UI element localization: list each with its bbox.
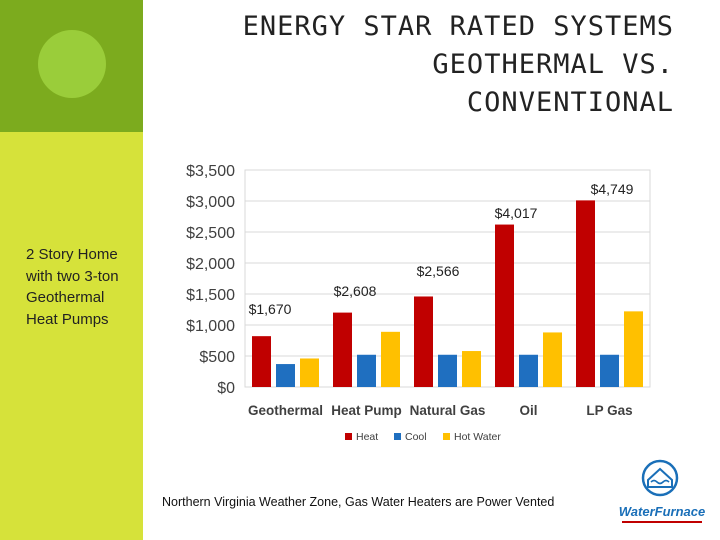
total-cost-label: $1,670	[249, 301, 292, 317]
y-tick-label: $0	[217, 380, 235, 397]
decorative-circle	[38, 30, 106, 98]
side-note: 2 Story Home with two 3-ton Geothermal H…	[26, 246, 119, 328]
bar-cool	[600, 354, 619, 387]
slide-title: ENERGY STAR RATED SYSTEMS GEOTHERMAL VS.…	[154, 8, 674, 122]
y-tick-label: $2,000	[186, 256, 235, 273]
bar-heat	[414, 296, 433, 387]
x-category-label: Natural Gas	[410, 403, 486, 418]
total-cost-label: $4,017	[495, 205, 538, 221]
legend-label: Cool	[405, 431, 427, 443]
bar-heat	[576, 200, 595, 387]
bar-cool	[438, 354, 457, 387]
bar-cool	[357, 354, 376, 387]
legend-swatch	[345, 433, 352, 440]
y-tick-label: $2,500	[186, 225, 235, 242]
logo-text: WaterFurnace	[619, 504, 705, 519]
title-line-1: ENERGY STAR RATED SYSTEMS	[242, 11, 674, 42]
bar-hot-water	[381, 331, 400, 387]
total-cost-label: $2,608	[334, 283, 377, 299]
legend-swatch	[394, 433, 401, 440]
waterfurnace-logo: WaterFurnace	[619, 459, 705, 523]
y-tick-label: $1,500	[186, 287, 235, 304]
bar-hot-water	[624, 311, 643, 387]
footnote: Northern Virginia Weather Zone, Gas Wate…	[162, 495, 555, 509]
header-band	[143, 0, 720, 132]
y-tick-label: $3,500	[186, 163, 235, 180]
bar-hot-water	[300, 358, 319, 387]
total-cost-label: $2,566	[417, 263, 460, 279]
bar-hot-water	[543, 332, 562, 387]
bar-heat	[252, 336, 271, 387]
legend-swatch	[443, 433, 450, 440]
x-category-label: Heat Pump	[331, 403, 402, 418]
bar-cool	[519, 354, 538, 387]
total-cost-label: $4,749	[591, 181, 634, 197]
bar-heat	[495, 224, 514, 387]
y-tick-label: $3,000	[186, 194, 235, 211]
bar-hot-water	[462, 351, 481, 387]
energy-cost-chart: $0 $500 $1,000 $1,500 $2,000 $2,500 $3,000 $3,5…	[186, 163, 651, 443]
x-category-label: Geothermal	[248, 403, 323, 418]
x-category-label: Oil	[519, 403, 537, 418]
legend-label: Heat	[356, 431, 378, 443]
legend-label: Hot Water	[454, 431, 501, 443]
title-line-3: CONVENTIONAL	[466, 87, 674, 118]
y-tick-label: $500	[199, 349, 235, 366]
bar-heat	[333, 312, 352, 387]
bar-cool	[276, 364, 295, 387]
title-line-2: GEOTHERMAL VS.	[432, 49, 674, 80]
y-tick-label: $1,000	[186, 318, 235, 335]
x-category-label: LP Gas	[586, 403, 632, 418]
